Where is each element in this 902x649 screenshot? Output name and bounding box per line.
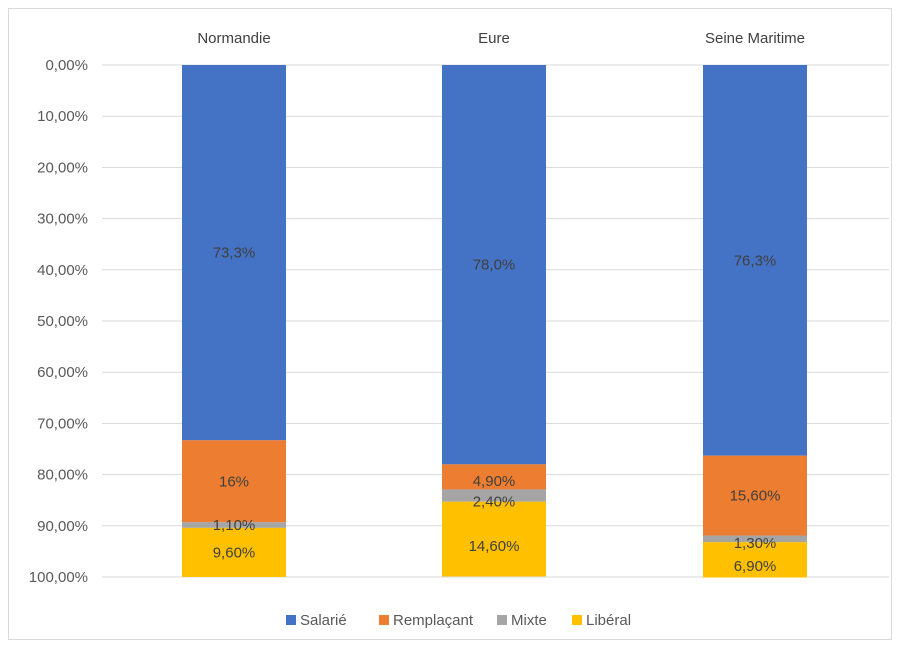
bar-segment (703, 535, 807, 543)
data-label: 1,30% (734, 535, 777, 552)
data-label: 73,3% (213, 245, 256, 262)
legend: Salarié Remplaçant Mixte Libéral (286, 612, 631, 629)
legend-label: Mixte (511, 612, 547, 629)
legend-swatch (497, 615, 507, 625)
y-tick-label: 90,00% (37, 518, 88, 535)
data-label: 2,40% (473, 494, 516, 511)
bar-segment (182, 65, 286, 441)
bars (182, 65, 807, 578)
category-label: Seine Maritime (705, 30, 805, 47)
data-label: 78,0% (473, 257, 516, 274)
y-tick-label: 60,00% (37, 364, 88, 381)
y-tick-label: 0,00% (45, 57, 88, 74)
category-label: Eure (478, 30, 510, 47)
bar-segment (442, 464, 546, 490)
bar-segment (703, 455, 807, 536)
data-label: 16% (219, 473, 249, 490)
data-label: 4,90% (473, 473, 516, 490)
data-label: 76,3% (734, 252, 777, 269)
bar-segment (442, 65, 546, 465)
data-label: 1,10% (213, 517, 256, 534)
legend-swatch (379, 615, 389, 625)
legend-swatch (286, 615, 296, 625)
bar-segment (703, 65, 807, 456)
bar-segment (442, 501, 546, 577)
category-label: Normandie (197, 30, 270, 47)
y-tick-label: 20,00% (37, 159, 88, 176)
category-labels: Normandie Eure Seine Maritime (197, 30, 805, 47)
bar-segment (182, 527, 286, 577)
y-tick-label: 40,00% (37, 262, 88, 279)
data-label: 6,90% (734, 558, 777, 575)
y-tick-label: 80,00% (37, 467, 88, 484)
chart-svg: 0,00% 10,00% 20,00% 30,00% 40,00% 50,00% 60,00… (29, 30, 889, 629)
bar-segment (703, 542, 807, 578)
legend-label: Remplaçant (393, 612, 474, 629)
y-tick-label: 50,00% (37, 313, 88, 330)
legend-label: Libéral (586, 612, 631, 629)
bar-segment (442, 489, 546, 502)
legend-label: Salarié (300, 612, 347, 629)
y-tick-label: 100,00% (29, 569, 88, 586)
data-label: 9,60% (213, 544, 256, 561)
legend-swatch (572, 615, 582, 625)
y-tick-label: 30,00% (37, 211, 88, 228)
data-label: 14,60% (469, 538, 520, 555)
y-axis-ticks: 0,00% 10,00% 20,00% 30,00% 40,00% 50,00% 60,00… (29, 57, 88, 586)
bar-segment (182, 522, 286, 528)
data-labels: 73,3% 16% 1,10% 9,60% 78,0% 4,90% 2,40% 14,60% 7… (213, 245, 781, 575)
y-tick-label: 70,00% (37, 415, 88, 432)
y-tick-label: 10,00% (37, 108, 88, 125)
chart-frame: 0,00% 10,00% 20,00% 30,00% 40,00% 50,00% 60,00… (8, 8, 892, 640)
data-label: 15,60% (730, 488, 781, 505)
bar-segment (182, 440, 286, 523)
